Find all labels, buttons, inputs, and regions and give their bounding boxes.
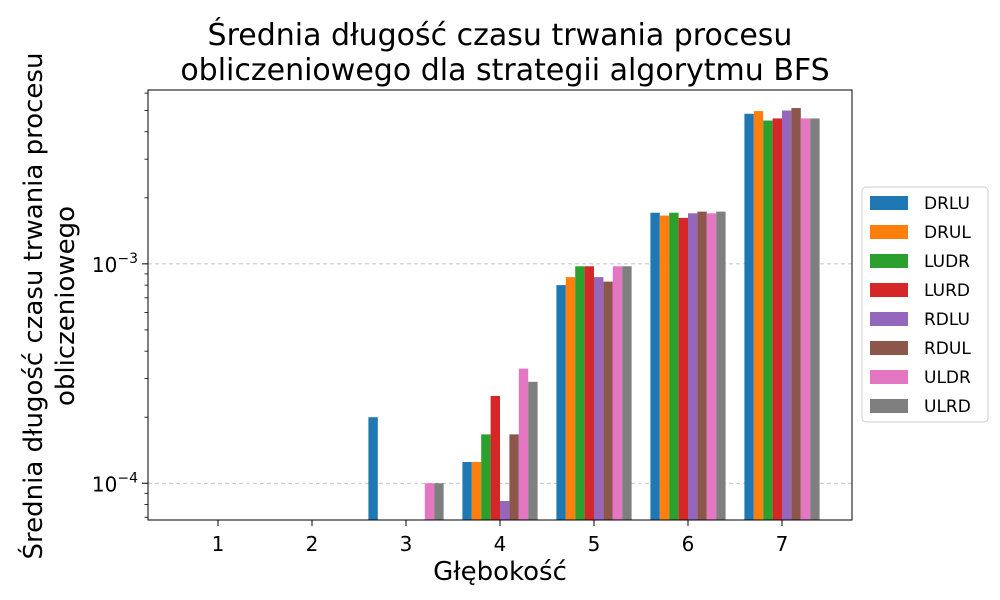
legend-frame [861, 186, 989, 423]
bar-ulrd-depth-4 [528, 381, 538, 520]
chart-title-line-1: Średnia długość czasu trwania procesu [208, 16, 793, 53]
x-axis-label: Głębokość [433, 557, 567, 587]
legend-label-ulrd: ULRD [924, 397, 971, 417]
bar-ulrd-depth-3 [434, 483, 444, 520]
legend-label-rdlu: RDLU [924, 310, 970, 330]
legend-label-drul: DRUL [924, 223, 971, 243]
bar-drul-depth-6 [659, 215, 670, 521]
bars-layer [368, 108, 820, 521]
bar-rdlu-depth-5 [594, 277, 604, 520]
bar-rdul-depth-5 [603, 281, 613, 520]
legend: DRLU DRUL LUDR LURD RDLU RDUL ULDR ULRD [861, 186, 989, 423]
bar-drlu-depth-6 [650, 212, 660, 521]
x-tick-label: 3 [400, 532, 413, 556]
legend-swatch-rdlu [870, 312, 908, 326]
bar-uldr-depth-7 [800, 118, 811, 521]
bar-ludr-depth-5 [575, 266, 585, 520]
bar-drul-depth-5 [565, 277, 576, 520]
bar-rdlu-depth-6 [688, 213, 698, 520]
legend-swatch-uldr [870, 370, 908, 384]
legend-label-rdul: RDUL [924, 339, 971, 359]
bar-lurd-depth-5 [584, 266, 594, 520]
legend-swatch-lurd [870, 283, 908, 297]
ticks-layer: 10−4 10−3 1 2 3 4 5 6 7 [92, 92, 789, 556]
bar-lurd-depth-4 [490, 395, 500, 520]
legend-swatch-drul [870, 225, 908, 239]
legend-swatch-rdul [870, 341, 908, 355]
bar-ulrd-depth-7 [810, 118, 820, 521]
bar-rdul-depth-7 [791, 108, 801, 520]
bar-uldr-depth-4 [518, 368, 529, 520]
bar-drul-depth-7 [753, 111, 764, 521]
bar-ludr-depth-4 [481, 434, 491, 520]
bar-ulrd-depth-5 [622, 266, 632, 520]
legend-label-drlu: DRLU [924, 194, 970, 214]
bar-rdul-depth-6 [697, 211, 707, 520]
bar-uldr-depth-5 [612, 266, 623, 520]
bar-ulrd-depth-6 [716, 211, 726, 520]
bar-drlu-depth-5 [556, 285, 566, 520]
y-axis-label-line-1: Średnia długość czasu trwania procesu [17, 53, 49, 560]
bar-ludr-depth-7 [763, 120, 773, 520]
bar-lurd-depth-6 [678, 217, 688, 520]
legend-swatch-drlu [870, 196, 908, 210]
legend-label-uldr: ULDR [924, 368, 971, 388]
y-tick-label: 10−3 [92, 251, 138, 277]
bar-rdlu-depth-4 [500, 501, 510, 520]
bar-rdlu-depth-7 [782, 110, 792, 521]
x-tick-label: 7 [776, 532, 789, 556]
legend-swatch-ludr [870, 254, 908, 268]
bar-rdul-depth-4 [509, 434, 519, 520]
x-tick-label: 4 [494, 532, 507, 556]
bar-uldr-depth-3 [424, 483, 435, 520]
bar-uldr-depth-6 [706, 213, 717, 520]
bar-drlu-depth-7 [744, 113, 754, 520]
bar-lurd-depth-7 [772, 118, 782, 521]
legend-items: DRLU DRUL LUDR LURD RDLU RDUL ULDR ULRD [870, 194, 971, 417]
bar-drul-depth-4 [471, 461, 482, 520]
legend-label-ludr: LUDR [924, 252, 970, 272]
bar-drlu-depth-3 [368, 417, 378, 520]
y-tick-label: 10−4 [92, 470, 138, 496]
x-tick-label: 5 [588, 532, 601, 556]
x-tick-label: 1 [212, 532, 225, 556]
legend-label-lurd: LURD [924, 281, 970, 301]
bar-drlu-depth-4 [462, 461, 472, 520]
y-axis-label-line-2: obliczeniowego [51, 206, 81, 406]
legend-swatch-ulrd [870, 399, 908, 413]
x-tick-label: 6 [682, 532, 695, 556]
bar-ludr-depth-6 [669, 212, 679, 521]
chart-title-line-2: obliczeniowego dla strategii algorytmu B… [180, 53, 829, 88]
x-tick-label: 2 [306, 532, 319, 556]
